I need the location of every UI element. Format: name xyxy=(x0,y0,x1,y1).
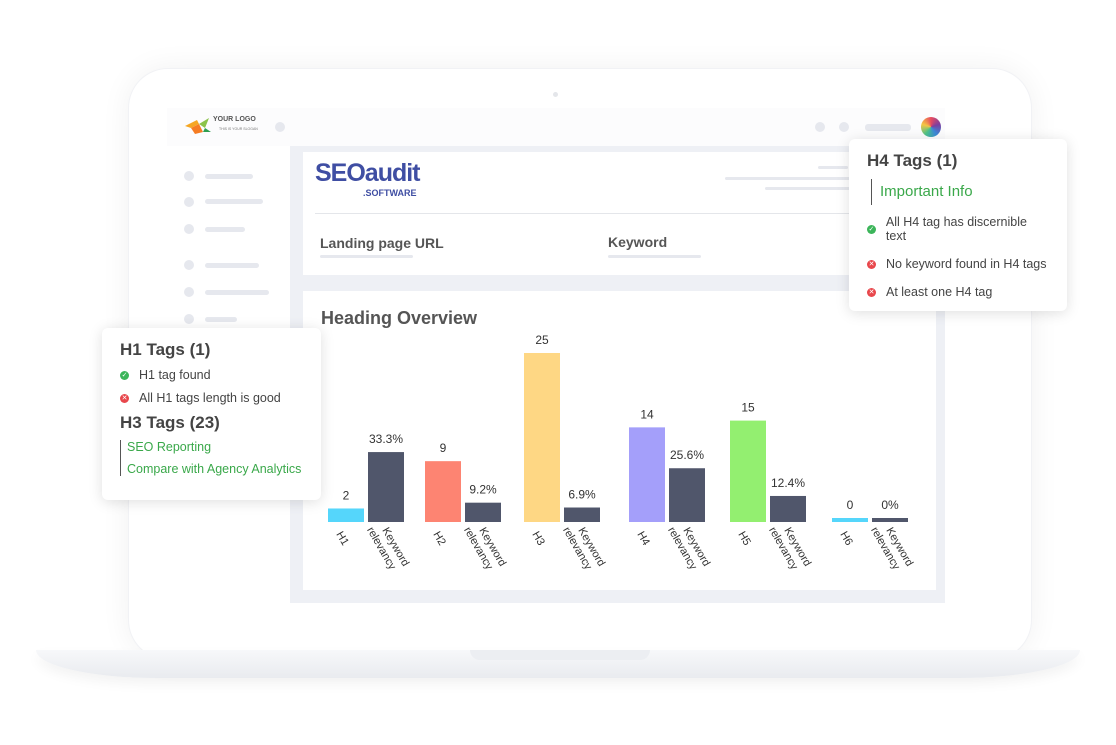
data-label: 25 xyxy=(535,333,549,347)
chart-title: Heading Overview xyxy=(321,308,478,328)
tick-label: H5 xyxy=(735,530,752,548)
h1-popup-title: H1 Tags (1) xyxy=(120,340,211,359)
list-item: ✕ All H1 tags length is good xyxy=(120,391,281,405)
app-logo-sub: .SOFTWARE xyxy=(363,188,417,198)
list-item: ✓ All H4 tag has discernible text xyxy=(867,215,1027,243)
tick-label: H3 xyxy=(529,530,546,548)
tick-label: H6 xyxy=(837,530,854,548)
check-icon: ✓ xyxy=(120,370,129,380)
important-info: Important Info xyxy=(871,179,1049,205)
bar-h6-relevancy xyxy=(872,518,908,522)
camera xyxy=(553,92,558,97)
close-icon: ✕ xyxy=(867,287,876,297)
check-icon: ✓ xyxy=(867,224,876,234)
tick-label: Keywordrelevancy xyxy=(364,519,411,575)
bar-h1 xyxy=(328,508,364,522)
data-label: 9.2% xyxy=(469,483,497,497)
tick-label: Keywordrelevancy xyxy=(868,519,915,575)
landing-url-input[interactable] xyxy=(320,255,413,258)
bar-h1-relevancy xyxy=(368,452,404,522)
logo-slogan: THIS IS YOUR SLOGAN xyxy=(219,127,258,131)
h4-popup-title: H4 Tags (1) xyxy=(867,151,958,170)
bar-h5 xyxy=(730,420,766,522)
app-logo: SEOaudit xyxy=(315,159,421,187)
seo-reporting-link[interactable]: SEO Reporting xyxy=(127,440,212,454)
data-label: 15 xyxy=(741,401,755,415)
logo-text: YOUR LOGO xyxy=(213,116,256,123)
bar-h2 xyxy=(425,461,461,522)
data-label: 6.9% xyxy=(568,488,596,502)
data-label: 12.4% xyxy=(771,476,805,490)
landing-url-label: Landing page URL xyxy=(320,235,444,251)
bar-h3-relevancy xyxy=(564,507,600,522)
close-icon: ✕ xyxy=(867,259,876,269)
list-item: ✓ H1 tag found xyxy=(120,368,211,382)
heading-overview-card: Heading Overview xyxy=(303,291,936,590)
tick-label: H4 xyxy=(634,530,651,548)
data-label: 14 xyxy=(640,407,654,421)
tick-label: H1 xyxy=(333,530,350,548)
audit-form-card: SEOaudit .SOFTWARE Landing page URL Keyw… xyxy=(303,152,936,275)
top-bar: YOUR LOGO THIS IS YOUR SLOGAN xyxy=(167,108,945,146)
list-item: ✕ No keyword found in H4 tags xyxy=(867,257,1047,271)
tick-label: Keywordrelevancy xyxy=(665,519,712,575)
close-icon: ✕ xyxy=(120,393,129,403)
divider xyxy=(315,213,935,214)
settings-icon[interactable] xyxy=(839,122,849,132)
list-item: ✕ At least one H4 tag xyxy=(867,285,993,299)
tick-label: Keywordrelevancy xyxy=(766,519,813,575)
menu-dot[interactable] xyxy=(275,122,285,132)
data-label: 0% xyxy=(881,498,899,512)
laptop-notch xyxy=(470,650,650,660)
h3-popup-title: H3 Tags (23) xyxy=(120,413,220,432)
bar-h5-relevancy xyxy=(770,495,806,522)
logo-icon xyxy=(185,118,211,134)
user-name xyxy=(865,124,911,131)
bar-h3 xyxy=(524,353,560,522)
keyword-input[interactable] xyxy=(608,255,701,258)
notification-icon[interactable] xyxy=(815,122,825,132)
keyword-label: Keyword xyxy=(608,234,668,250)
bar-h6 xyxy=(832,518,868,522)
compare-agency-link[interactable]: Compare with Agency Analytics xyxy=(127,462,302,476)
tick-label: H2 xyxy=(430,530,447,548)
data-label: 0 xyxy=(847,498,854,512)
bar-h4-relevancy xyxy=(669,468,705,522)
h4-tags-popup: H4 Tags (1) Important Info ✓ All H4 tag h… xyxy=(849,139,1067,311)
tick-label: Keywordrelevancy xyxy=(461,519,508,575)
avatar[interactable] xyxy=(921,117,941,137)
h1-tags-popup: H1 Tags (1) ✓ H1 tag found ✕ All H1 tags l… xyxy=(102,328,321,500)
data-label: 9 xyxy=(440,441,447,455)
bar-h2-relevancy xyxy=(465,502,501,522)
data-label: 2 xyxy=(343,488,350,502)
data-label: 33.3% xyxy=(369,432,403,446)
data-label: 25.6% xyxy=(670,448,704,462)
tick-label: Keywordrelevancy xyxy=(560,519,607,575)
bar-h4 xyxy=(629,427,665,522)
